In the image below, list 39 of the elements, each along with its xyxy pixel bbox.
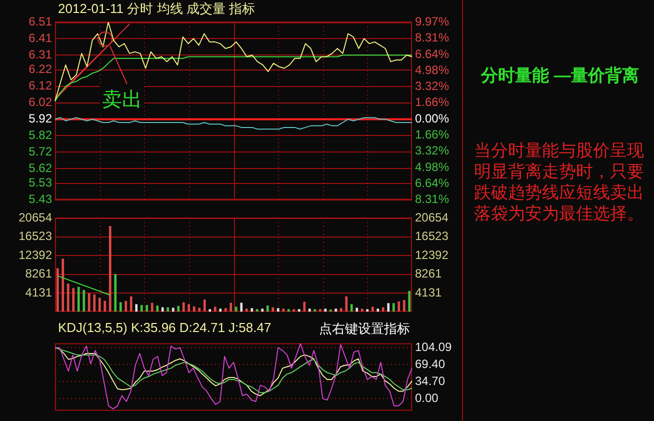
chart-title: KDJ(13,5,5) K:35.96 D:24.71 J:58.47 [58,320,272,335]
y-tick-label: 6.41 [28,30,52,45]
y-tick-label: 8261 [25,266,52,281]
y-tick-label: 5.43 [28,192,52,206]
chart-title: 2012-01-11 分时 均线 成交量 指标 [58,0,255,18]
y-tick-label: 5.92 [28,112,52,126]
text: 分时量能 —量价背离 [480,65,640,87]
y2-tick-label: 4.98% [415,160,450,174]
y2-tick-label: 6.64% [415,46,450,61]
y-tick-label: 104.09 [415,340,452,354]
y2-tick-label: 1.66% [415,128,450,142]
y-tick-label: 5.53 [28,176,52,190]
y2-tick-label: 3.32% [415,144,450,158]
y-tick-label: 6.22 [28,62,52,76]
y-tick-label: 6.31 [28,47,52,62]
y2-tick-label: 0.00% [415,111,450,126]
y2-tick-label: 3.32% [415,79,450,94]
y-tick-label: 16523 [18,229,52,244]
y-tick-label: 5.72 [28,144,52,158]
y-tick-label: 5.82 [28,128,52,142]
y2-tick-label: 8.31% [415,30,450,45]
y2-tick-label: 8.31% [415,192,450,206]
y-tick-label: 6.51 [28,14,52,29]
y2-tick-label: 6.64% [415,176,450,190]
y-tick-label: 4131 [25,285,52,300]
y2-tick-label: 9.97% [415,14,450,29]
y2-tick-label: 1.66% [415,95,450,110]
y-tick-label: 20654 [18,210,52,224]
y-tick-label: 5.62 [28,160,52,175]
y-tick-label: 12392 [18,248,52,262]
y-tick-label: 6.12 [28,78,52,93]
y-tick-label: 34.70 [415,374,446,388]
y-tick-label: 69.40 [415,356,446,371]
annotation: 卖出 [100,86,144,113]
text: 点右键设置指标 [317,320,412,338]
y-tick-label: 6.02 [28,95,52,110]
y-tick-label: 0.00 [415,390,439,405]
text: 当分时量能与股价呈现明显背离走势时，只要跌破趋势线应短线卖出落袋为安为最佳选择。 [474,140,645,224]
y2-tick-label: 4.98% [415,62,450,77]
